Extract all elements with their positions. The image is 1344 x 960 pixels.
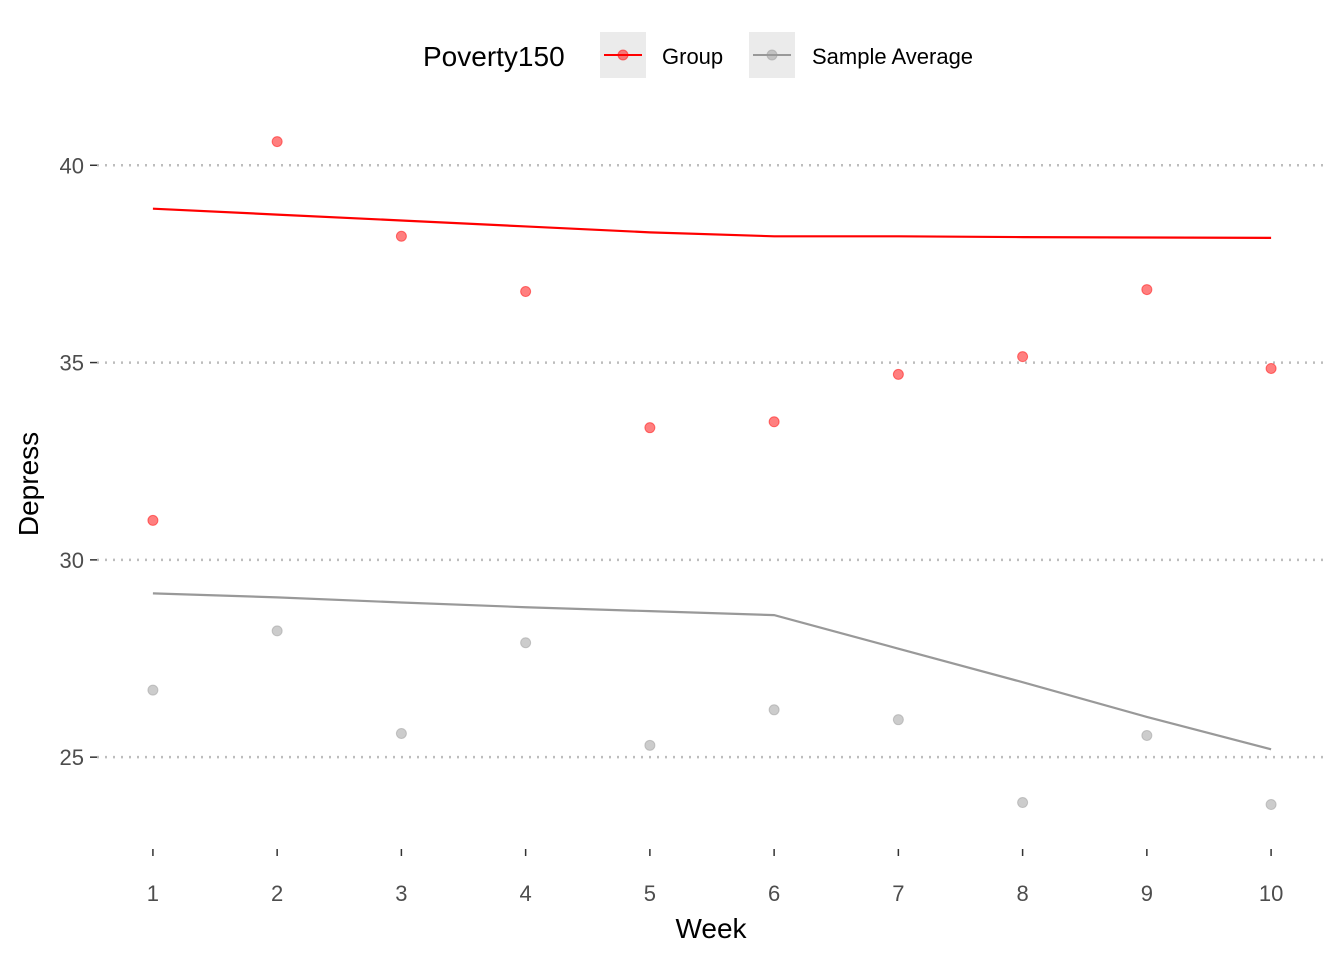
x-axis-title: Week [675, 913, 747, 944]
y-tick-label-35: 35 [60, 351, 84, 376]
data-point-sample-average-week-6 [768, 704, 780, 716]
x-axis: 1 2 3 4 5 6 7 8 9 10 [147, 849, 1283, 906]
data-point-group-week-6 [768, 416, 780, 428]
data-point-sample-average-week-4 [520, 637, 532, 649]
y-axis: 25 30 35 40 [60, 153, 97, 770]
data-point-group-week-10 [1265, 362, 1277, 374]
x-tick-label-1: 1 [147, 881, 159, 906]
x-tick-label-6: 6 [768, 881, 780, 906]
data-point-group-week-9 [1141, 284, 1153, 296]
data-point-sample-average-week-2 [271, 625, 283, 637]
data-point-sample-average-week-3 [395, 727, 407, 739]
data-point-group-week-4 [520, 286, 532, 298]
y-tick-label-40: 40 [60, 153, 84, 178]
x-tick-label-5: 5 [644, 881, 656, 906]
x-tick-label-2: 2 [271, 881, 283, 906]
data-point-sample-average-week-8 [1017, 797, 1029, 809]
data-point-group-week-7 [892, 368, 904, 380]
data-point-group-week-8 [1017, 351, 1029, 363]
x-tick-label-7: 7 [892, 881, 904, 906]
data-point-group-week-3 [395, 230, 407, 242]
data-point-group-week-2 [271, 136, 283, 148]
data-point-sample-average-week-10 [1265, 799, 1277, 811]
data-point-sample-average-week-7 [892, 714, 904, 726]
legend: Poverty150 Group Sample Average [423, 32, 973, 78]
legend-label-sample-average: Sample Average [812, 44, 973, 69]
series-line-sample-average [152, 592, 1272, 751]
legend-label-group: Group [662, 44, 723, 69]
data-point-sample-average-week-1 [147, 684, 159, 696]
y-tick-label-30: 30 [60, 548, 84, 573]
x-tick-label-3: 3 [395, 881, 407, 906]
series-layer [147, 136, 1277, 811]
data-point-sample-average-week-5 [644, 739, 656, 751]
x-tick-label-10: 10 [1259, 881, 1283, 906]
x-tick-label-8: 8 [1016, 881, 1028, 906]
grid [97, 164, 1327, 759]
series-line-group [152, 207, 1272, 239]
x-tick-label-4: 4 [520, 881, 532, 906]
legend-title: Poverty150 [423, 41, 565, 72]
y-tick-label-25: 25 [60, 745, 84, 770]
legend-key-group [600, 32, 646, 78]
x-tick-label-9: 9 [1141, 881, 1153, 906]
y-axis-title: Depress [13, 432, 44, 536]
legend-key-sample-average [749, 32, 795, 78]
data-point-group-week-5 [644, 422, 656, 434]
data-point-sample-average-week-9 [1141, 729, 1153, 741]
data-point-group-week-1 [147, 514, 159, 526]
